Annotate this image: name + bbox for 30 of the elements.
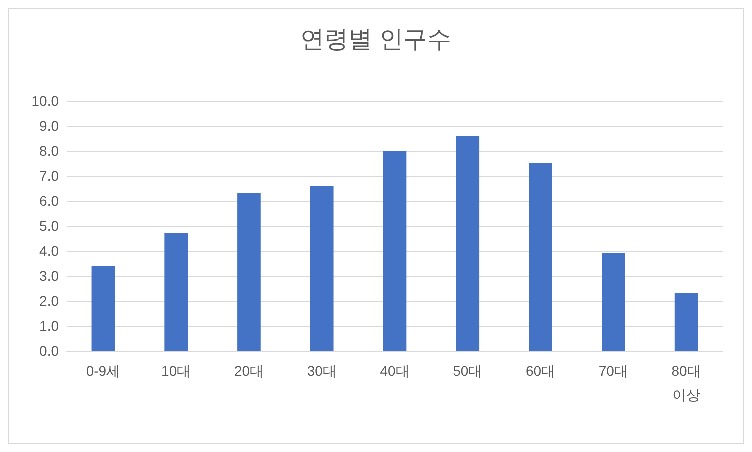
- x-tick-label: 0-9세: [86, 363, 121, 379]
- bar: [238, 194, 261, 351]
- x-tick-label: 10대: [162, 363, 192, 379]
- x-tick-label: 50대: [453, 363, 483, 379]
- y-tick-label: 7.0: [40, 168, 60, 184]
- bar: [529, 164, 552, 351]
- y-tick-label: 6.0: [40, 193, 60, 209]
- bar: [92, 266, 116, 351]
- y-tick-label: 8.0: [40, 143, 60, 159]
- y-tick-label: 0.0: [40, 343, 60, 359]
- y-tick-label: 5.0: [40, 218, 60, 234]
- chart-title: 연령별 인구수: [300, 26, 452, 54]
- y-tick-label: 10.0: [32, 93, 60, 109]
- bar: [674, 294, 698, 351]
- x-tick-label: 30대: [307, 363, 337, 379]
- bar: [456, 136, 480, 351]
- x-tick-label: 80대 이상: [672, 363, 702, 403]
- y-tick-label: 9.0: [40, 118, 60, 134]
- bar: [164, 234, 188, 351]
- y-tick-label: 4.0: [40, 243, 60, 259]
- x-tick-label: 70대: [598, 363, 628, 379]
- bar: [602, 254, 626, 351]
- x-tick-label: 60대: [526, 363, 556, 379]
- bar: [310, 186, 334, 351]
- y-tick-label: 2.0: [40, 293, 60, 309]
- x-tick-label: 40대: [380, 363, 410, 379]
- y-tick-label: 1.0: [40, 318, 60, 334]
- y-tick-label: 3.0: [40, 268, 60, 284]
- x-tick-label: 20대: [234, 363, 264, 379]
- bar: [383, 151, 407, 351]
